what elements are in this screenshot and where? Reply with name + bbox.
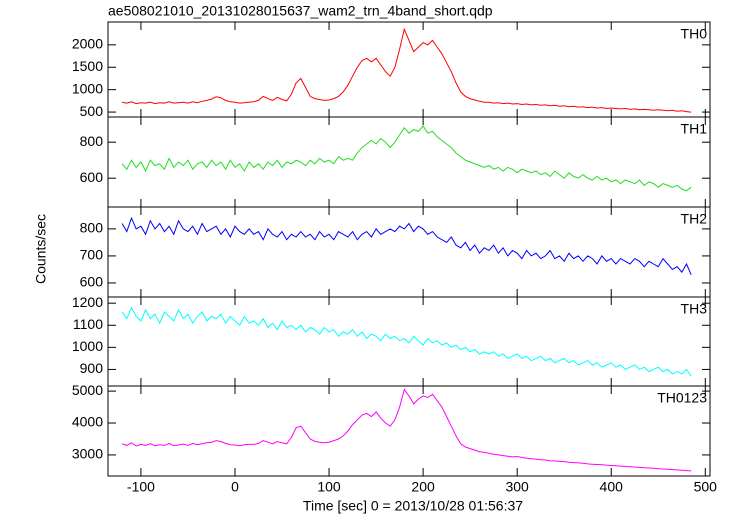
- light-curve: [121, 388, 692, 472]
- x-axis-label: Time [sec] 0 = 2013/10/28 01:56:37: [303, 498, 523, 514]
- y-tick-label: 4000: [72, 414, 103, 430]
- y-tick-label: 1000: [72, 80, 103, 96]
- light-curve: [122, 27, 692, 113]
- x-tick-label: 300: [505, 479, 529, 495]
- y-tick-label: 1200: [72, 294, 103, 310]
- chart-title: ae508021010_20131028015637_wam2_trn_4ban…: [108, 3, 493, 19]
- y-tick-label: 800: [80, 133, 104, 149]
- panel-label: TH0123: [657, 390, 707, 406]
- light-curve: [121, 306, 692, 377]
- x-tick-label: -100: [127, 479, 155, 495]
- x-tick-label: 100: [317, 479, 341, 495]
- light-curve: [121, 216, 692, 275]
- y-tick-label: 5000: [72, 382, 103, 398]
- panel-label: TH1: [681, 121, 708, 137]
- y-tick-label: 3000: [72, 446, 103, 462]
- panel-frame: [107, 385, 711, 477]
- light-curve: [121, 125, 692, 192]
- y-tick-label: 600: [80, 169, 104, 185]
- y-tick-label: 800: [80, 220, 104, 236]
- y-axis-label: Counts/sec: [33, 214, 49, 284]
- x-tick-label: 400: [600, 479, 624, 495]
- y-tick-label: 900: [80, 360, 104, 376]
- y-tick-label: 2000: [72, 36, 103, 52]
- y-tick-label: 500: [80, 103, 104, 119]
- panel-label: TH2: [681, 211, 708, 227]
- x-tick-label: 0: [231, 479, 239, 495]
- x-tick-label: 500: [694, 479, 718, 495]
- panel-label: TH3: [681, 301, 708, 317]
- x-tick-label: 200: [411, 479, 435, 495]
- y-tick-label: 600: [80, 274, 104, 290]
- panel-frame: [107, 296, 711, 387]
- panel-frame: [107, 206, 711, 298]
- y-tick-label: 700: [80, 247, 104, 263]
- y-tick-label: 1100: [73, 316, 103, 332]
- y-tick-label: 1000: [72, 338, 103, 354]
- panel-frame: [107, 116, 711, 208]
- panel-label: TH0: [681, 26, 708, 42]
- y-tick-label: 1500: [72, 58, 103, 74]
